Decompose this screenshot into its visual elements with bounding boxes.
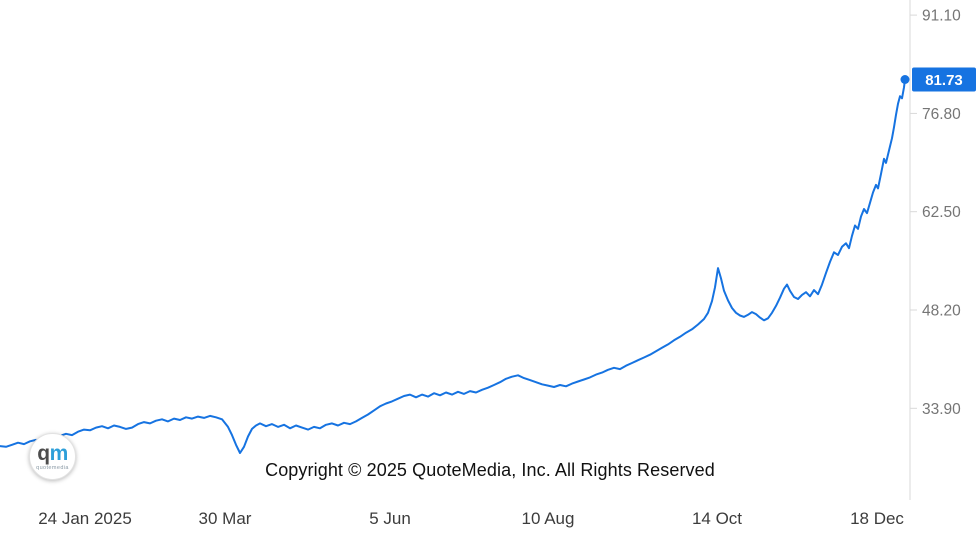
current-price-badge bbox=[912, 67, 976, 92]
logo-letter-m: m bbox=[49, 441, 69, 465]
quotemedia-logo[interactable]: qm quotemedia bbox=[29, 433, 76, 480]
last-point-dot bbox=[900, 75, 910, 84]
quotemedia-logo-text: qm bbox=[37, 443, 68, 464]
price-line bbox=[0, 78, 906, 454]
current-price-value: 81.73 bbox=[925, 72, 963, 89]
x-axis-tick-label: 18 Dec bbox=[850, 509, 904, 528]
logo-letter-q: q bbox=[37, 441, 50, 465]
y-axis-tick-label: 33.90 bbox=[922, 401, 961, 418]
y-axis-tick-label: 48.20 bbox=[922, 303, 961, 320]
x-axis-tick-label: 14 Oct bbox=[692, 509, 742, 528]
x-axis-tick-label: 24 Jan 2025 bbox=[38, 509, 132, 528]
x-axis-tick-label: 10 Aug bbox=[522, 509, 575, 528]
y-axis-tick-label: 62.50 bbox=[922, 204, 961, 221]
x-axis-tick-label: 30 Mar bbox=[199, 509, 252, 528]
x-axis-tick-label: 5 Jun bbox=[369, 509, 411, 528]
y-axis-tick-label: 76.80 bbox=[922, 106, 961, 123]
y-axis-tick-label: 91.10 bbox=[922, 8, 961, 25]
quotemedia-logo-subtext: quotemedia bbox=[36, 464, 69, 471]
